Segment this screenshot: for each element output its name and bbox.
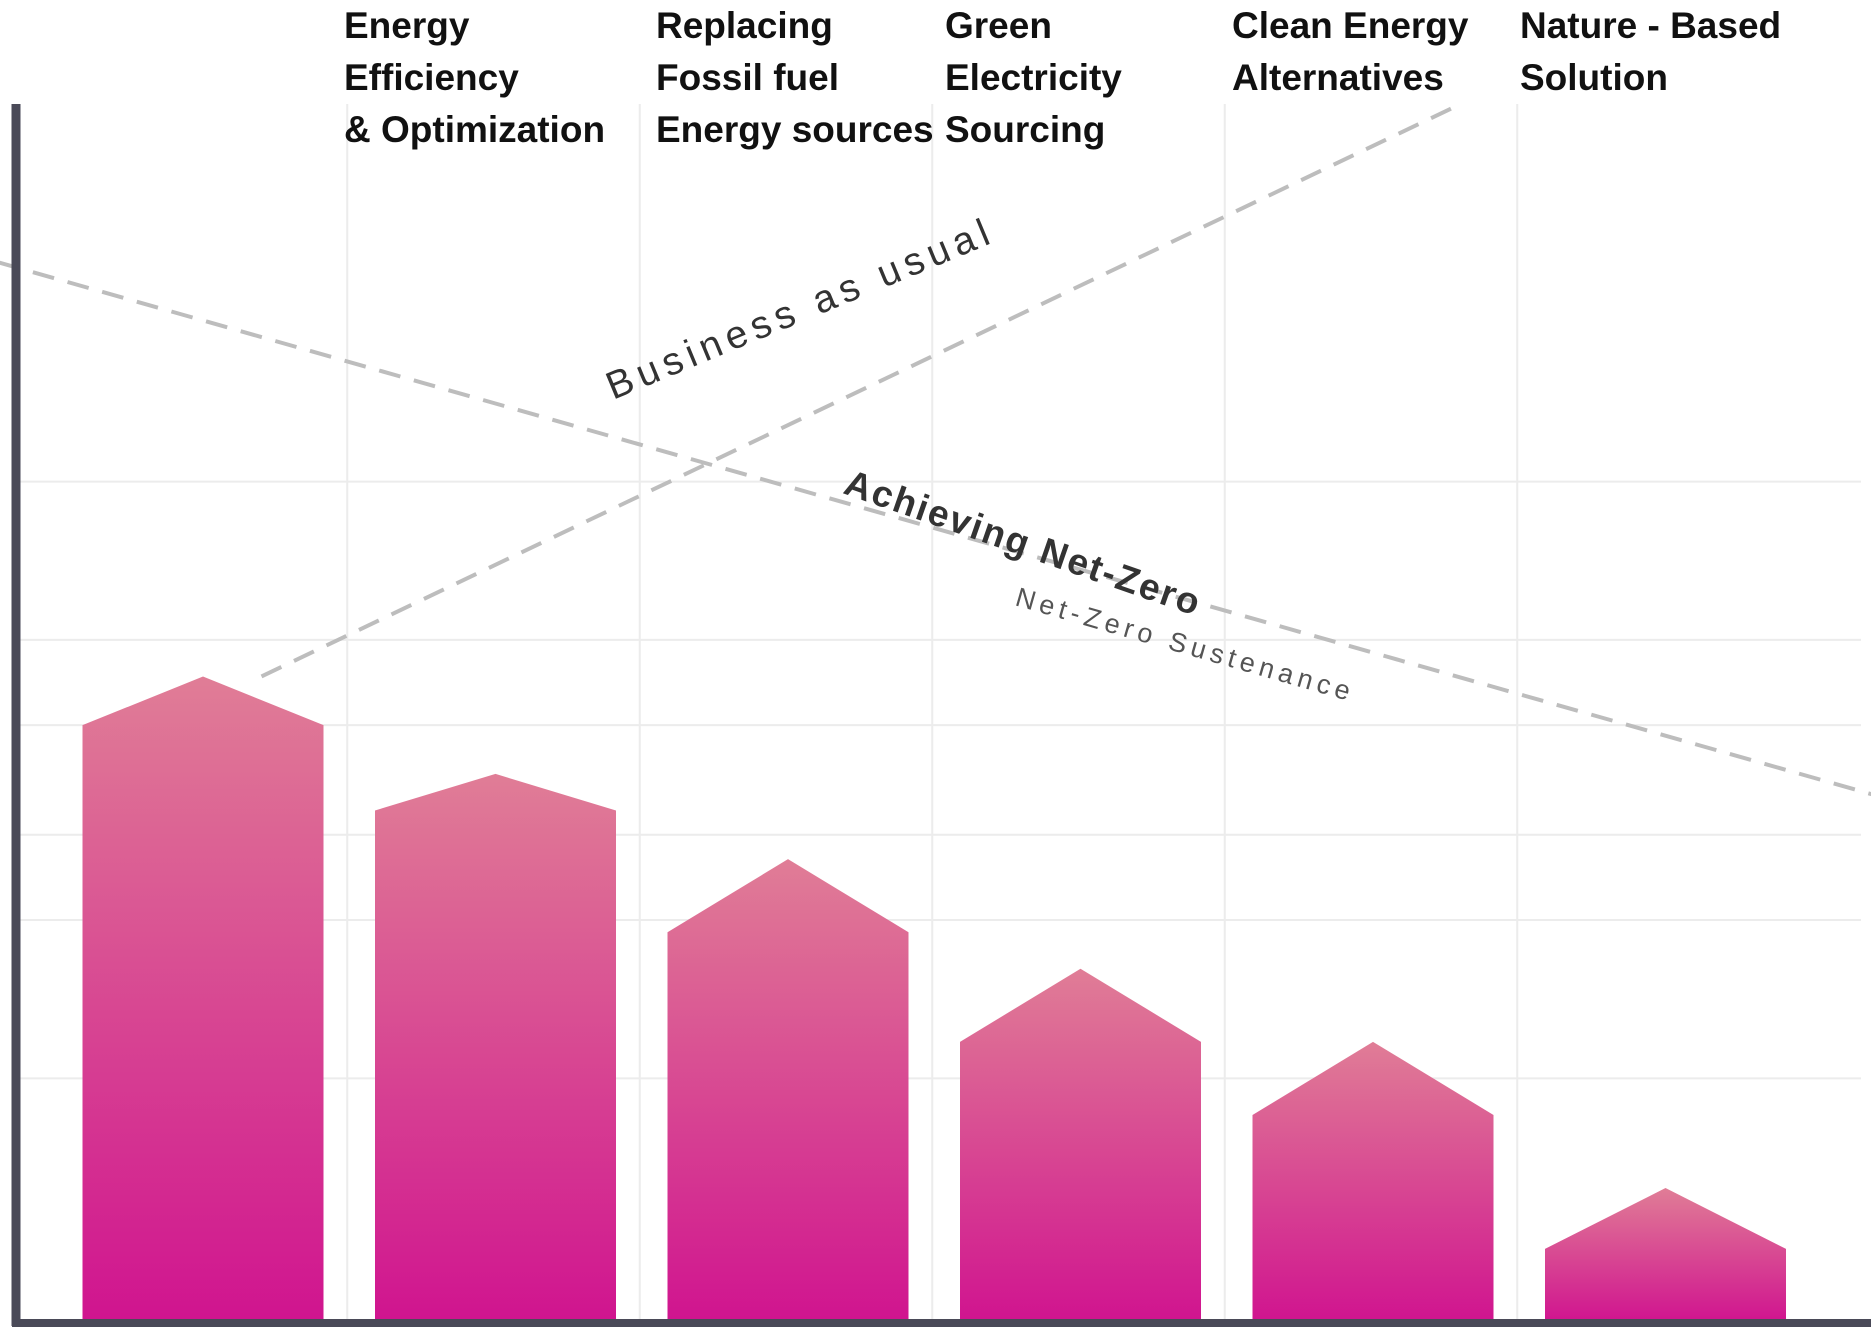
category-label-line: Fossil fuel — [656, 57, 839, 98]
bar — [667, 859, 909, 1322]
category-label-line: Clean Energy — [1232, 5, 1469, 46]
trend-line-label: Business as usual — [600, 209, 1001, 408]
category-label-line: Sourcing — [945, 109, 1106, 150]
category-label: Clean Energy Alternatives — [1232, 0, 1468, 104]
category-label-line: Electricity — [945, 57, 1122, 98]
category-label: Green Electricity Sourcing — [945, 0, 1122, 156]
category-label: Replacing Fossil fuel Energy sources — [656, 0, 934, 156]
category-label-line: Energy sources — [656, 109, 934, 150]
category-label: Energy Efficiency & Optimization — [344, 0, 605, 156]
bar — [960, 968, 1201, 1322]
trend-lines — [0, 102, 1871, 797]
bars — [82, 676, 1786, 1322]
bar — [82, 676, 324, 1322]
trend-line — [260, 102, 1462, 679]
category-label-line: Efficiency — [344, 57, 519, 98]
bar — [1252, 1041, 1494, 1322]
category-label-line: Alternatives — [1232, 57, 1444, 98]
category-label: Nature - Based Solution — [1520, 0, 1781, 104]
category-label-line: Replacing — [656, 5, 833, 46]
category-label-line: Solution — [1520, 57, 1668, 98]
bar — [375, 773, 616, 1322]
axes — [11, 104, 1871, 1327]
trend-line — [0, 260, 1871, 797]
category-label-line: & Optimization — [344, 109, 606, 150]
category-label-line: Energy — [344, 5, 470, 46]
bar — [1545, 1188, 1786, 1322]
category-label-line: Green — [945, 5, 1052, 46]
category-label-line: Nature - Based — [1520, 5, 1782, 46]
